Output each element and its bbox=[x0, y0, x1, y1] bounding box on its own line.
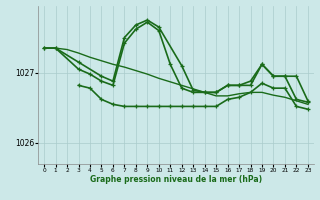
X-axis label: Graphe pression niveau de la mer (hPa): Graphe pression niveau de la mer (hPa) bbox=[90, 175, 262, 184]
